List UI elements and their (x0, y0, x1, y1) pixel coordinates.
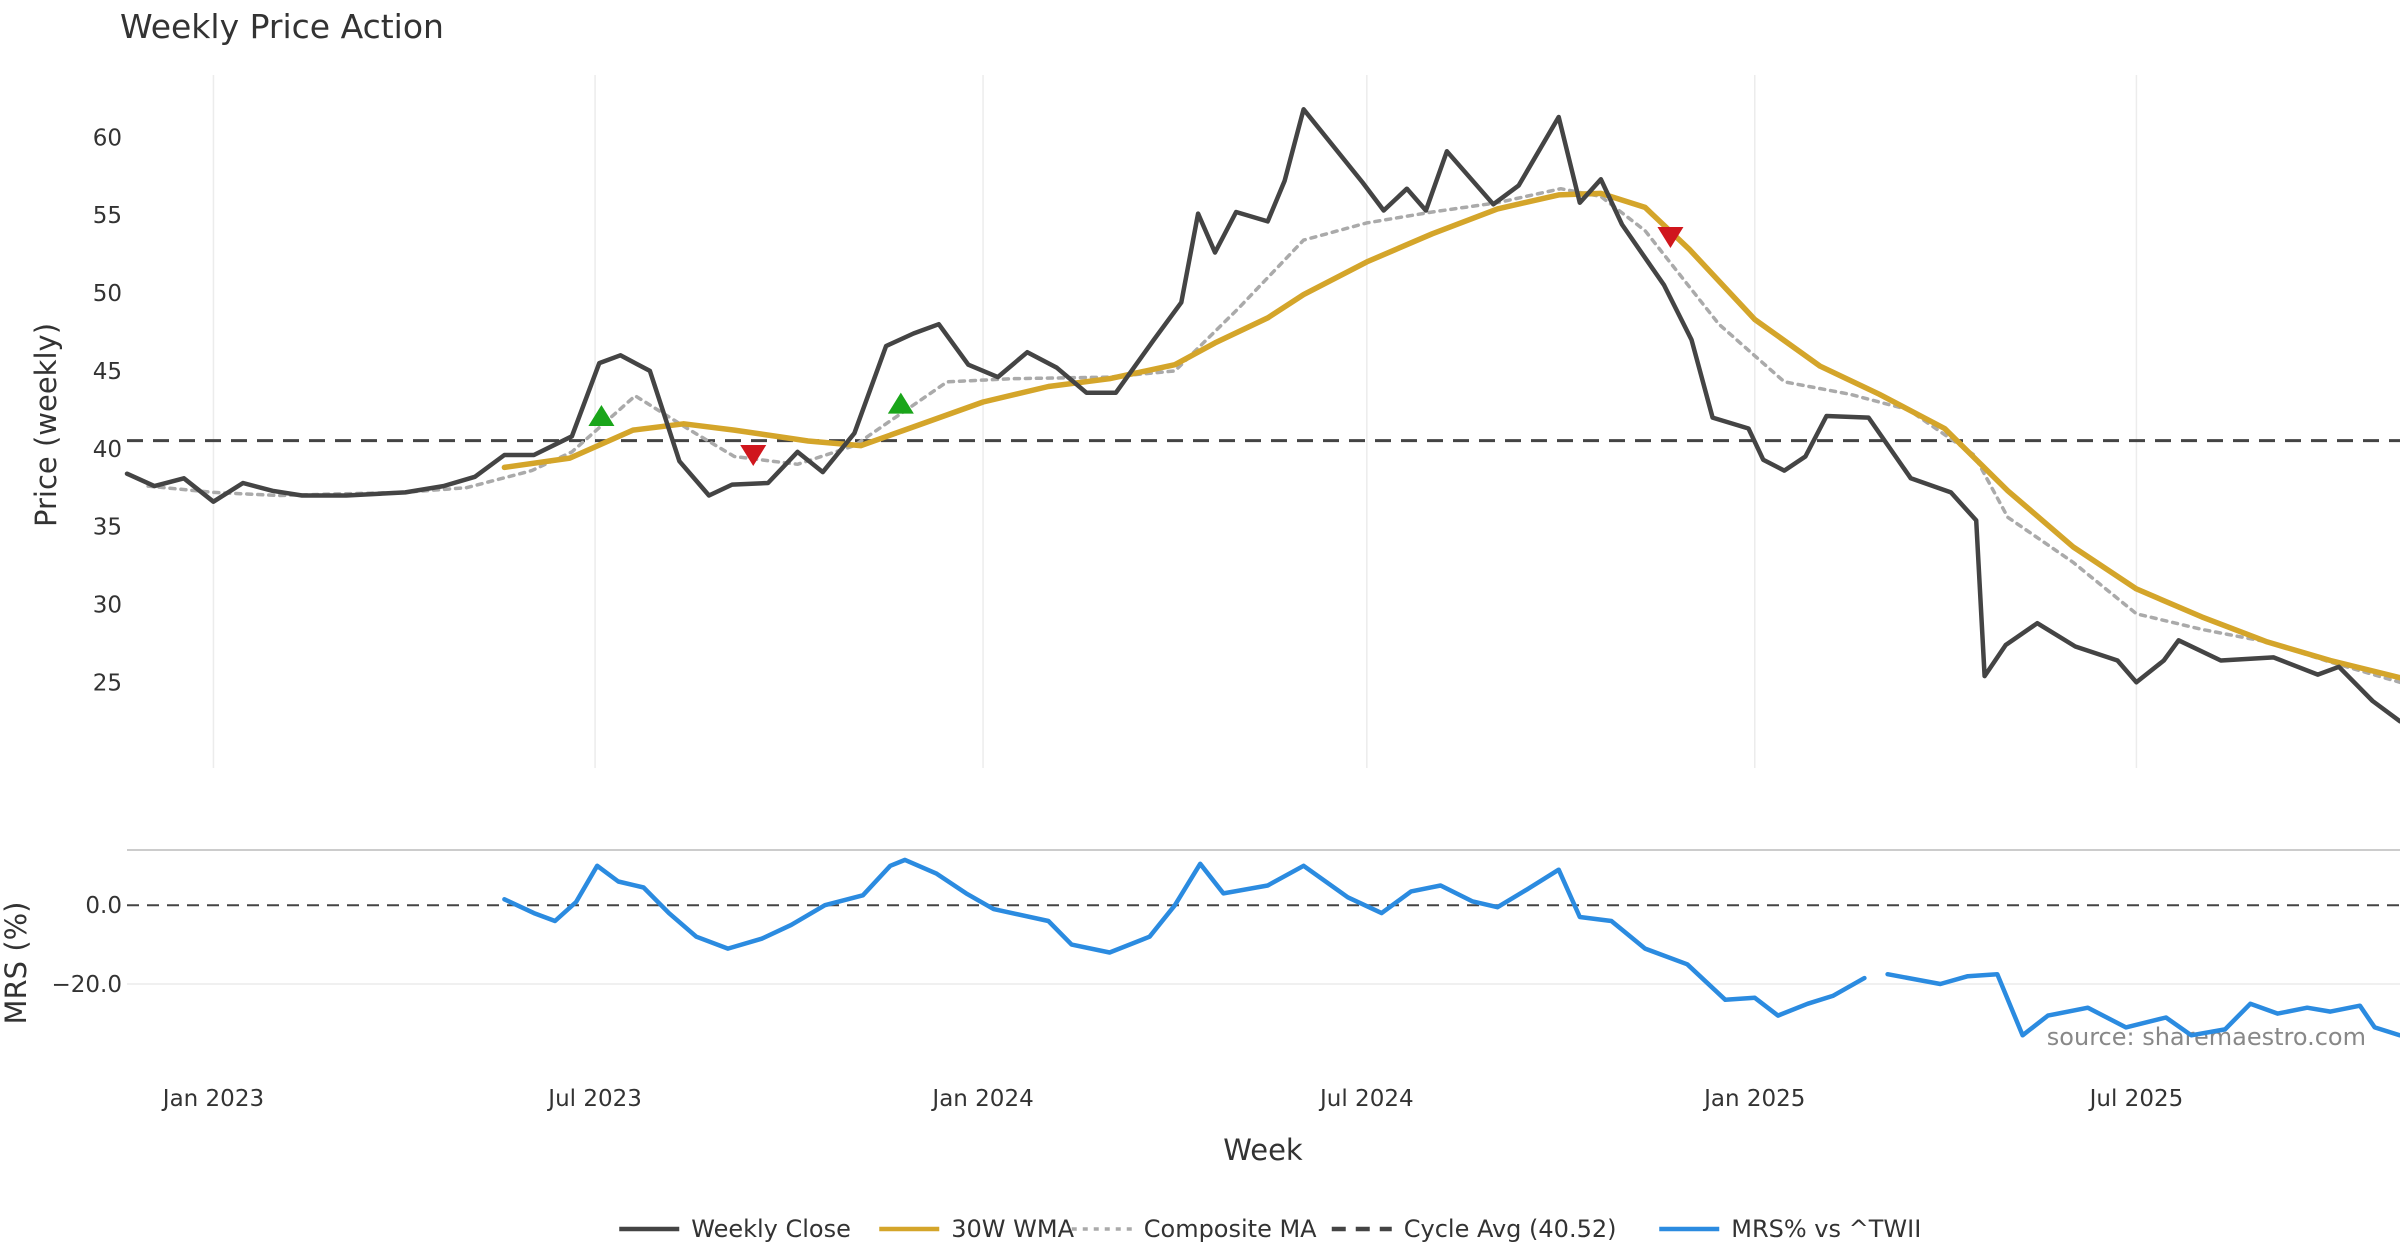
price-y-tick-label: 55 (93, 203, 122, 229)
legend-label: Cycle Avg (40.52) (1404, 1215, 1617, 1243)
mrs-line-segment (502, 857, 1867, 1018)
price-y-tick-label: 40 (93, 437, 122, 463)
price-y-tick-label: 60 (93, 125, 122, 151)
x-tick-label: Jul 2024 (1318, 1086, 1414, 1112)
legend-label: MRS% vs ^TWII (1731, 1215, 1921, 1243)
mrs-y-tick-label: 0.0 (85, 893, 122, 919)
source-watermark: source: sharemaestro.com (2047, 1023, 2366, 1051)
x-tick-label: Jul 2025 (2088, 1086, 2184, 1112)
x-tick-label: Jan 2024 (930, 1086, 1033, 1112)
price-y-axis-label: Price (weekly) (29, 323, 63, 527)
x-axis-label: Week (1223, 1133, 1303, 1167)
mrs-line-segment (1885, 971, 2400, 1038)
weekly-close-line (124, 107, 2400, 724)
legend-label: Composite MA (1144, 1215, 1317, 1243)
ticks-layer: Jan 2023 Jul 2023 Jan 2024 Jul 2024 Jan 2025… (52, 125, 2184, 1112)
price-y-tick-label: 45 (93, 359, 122, 385)
price-y-tick-label: 30 (93, 592, 122, 618)
legend: Weekly Close 30W WMA Composite MA Cycle Avg… (619, 1215, 1921, 1243)
series-layer (124, 107, 2400, 1038)
mrs-y-axis-label: MRS (%) (0, 902, 33, 1025)
price-y-tick-label: 50 (93, 281, 122, 307)
x-tick-label: Jan 2025 (1702, 1086, 1805, 1112)
legend-label: Weekly Close (691, 1215, 851, 1243)
chart-title: Weekly Price Action (120, 7, 444, 46)
mrs-y-tick-label: −20.0 (52, 972, 122, 998)
sell-marker (1657, 226, 1684, 248)
x-tick-label: Jul 2023 (546, 1086, 642, 1112)
wma-30w-line (501, 190, 2400, 681)
buy-marker (887, 392, 914, 414)
legend-label: 30W WMA (951, 1215, 1074, 1243)
composite-ma-line (146, 186, 2400, 685)
grid-layer (127, 75, 2400, 985)
price-y-tick-label: 25 (93, 670, 122, 696)
buy-marker (588, 405, 615, 427)
price-y-tick-label: 35 (93, 515, 122, 541)
markers-layer (588, 226, 1684, 466)
sell-marker (740, 444, 767, 466)
x-tick-label: Jan 2023 (161, 1086, 264, 1112)
